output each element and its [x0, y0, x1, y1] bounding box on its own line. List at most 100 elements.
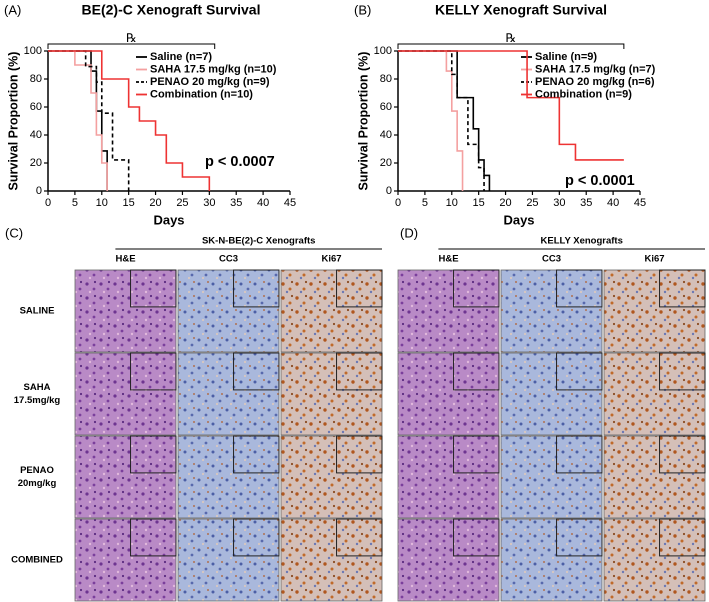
x-tick-label: 35 [580, 197, 592, 209]
x-tick-label: 10 [96, 197, 108, 209]
column-header: Ki67 [644, 254, 664, 265]
legend-label: Combination (n=9) [535, 88, 632, 100]
panel-label: (A) [4, 2, 21, 17]
micrograph [397, 352, 500, 436]
micrograph-inset [336, 269, 383, 308]
micrograph-inset [233, 352, 280, 391]
x-tick-label: 35 [230, 197, 242, 209]
column-header: H&E [438, 254, 458, 265]
group-title: SK-N-BE(2)-C Xenografts [202, 236, 315, 247]
column-header: CC3 [542, 254, 561, 265]
micrograph-inset [659, 269, 706, 308]
legend-label: PENAO 20 mg/kg (n=9) [150, 76, 270, 88]
micrograph-inset [336, 518, 383, 557]
y-axis-label: Survival Proportion (%) [6, 52, 20, 191]
survival-curve [48, 50, 130, 191]
y-tick-label: 60 [380, 101, 392, 113]
y-tick-label: 80 [380, 73, 392, 85]
column-header: H&E [115, 254, 135, 265]
column-header: CC3 [219, 254, 238, 265]
x-tick-label: 20 [149, 197, 161, 209]
survival-curve [398, 50, 491, 191]
group-title: KELLY Xenografts [541, 236, 623, 247]
survival-curve [48, 50, 108, 191]
panel-label: (C) [5, 225, 23, 240]
micrograph-inset [659, 435, 706, 474]
micrograph-inset [233, 435, 280, 474]
x-tick-label: 45 [634, 197, 646, 209]
treatment-label: ℞ [506, 31, 517, 45]
micrograph-inset [556, 352, 603, 391]
x-tick-label: 15 [123, 197, 135, 209]
x-tick-label: 0 [395, 197, 401, 209]
x-tick-label: 0 [45, 197, 51, 209]
survival-curve [398, 50, 624, 161]
legend-label: Combination (n=10) [150, 88, 253, 100]
legend-label: Saline (n=7) [150, 51, 212, 63]
y-tick-label: 100 [24, 45, 42, 57]
micrograph-inset [336, 435, 383, 474]
micrograph-inset [453, 435, 500, 474]
treatment-bracket [397, 43, 625, 49]
treatment-label: ℞ [126, 31, 137, 45]
x-tick-label: 20 [499, 197, 511, 209]
x-tick-label: 5 [422, 197, 428, 209]
y-tick-label: 40 [380, 129, 392, 141]
legend-label: PENAO 20 mg/kg (n=6) [535, 76, 655, 88]
legend-label: SAHA 17.5 mg/kg (n=10) [150, 63, 277, 75]
treatment-bracket [47, 43, 216, 49]
y-tick-label: 100 [374, 45, 392, 57]
row-label: PENAO [20, 465, 54, 476]
column-header: Ki67 [321, 254, 341, 265]
micrograph-inset [556, 269, 603, 308]
micrograph-inset [130, 352, 177, 391]
x-tick-label: 15 [473, 197, 485, 209]
survival-curve [48, 50, 211, 191]
chart-title: KELLY Xenograft Survival [435, 2, 607, 18]
x-tick-label: 40 [607, 197, 619, 209]
y-tick-label: 20 [30, 157, 42, 169]
micrograph-inset [659, 518, 706, 557]
x-tick-label: 25 [176, 197, 188, 209]
y-tick-label: 0 [36, 185, 42, 197]
row-label: SAHA [24, 382, 51, 393]
x-axis-label: Days [153, 212, 184, 227]
survival-curve [398, 50, 464, 191]
micrograph-inset [233, 518, 280, 557]
micrograph-inset [336, 352, 383, 391]
chart-title: BE(2)-C Xenograft Survival [82, 2, 261, 18]
y-tick-label: 20 [380, 157, 392, 169]
micrograph-inset [453, 518, 500, 557]
x-tick-label: 30 [203, 197, 215, 209]
p-value: p < 0.0001 [565, 173, 635, 189]
micrograph-inset [659, 352, 706, 391]
micrograph-inset [556, 435, 603, 474]
legend-label: SAHA 17.5 mg/kg (n=7) [535, 63, 656, 75]
x-tick-label: 25 [526, 197, 538, 209]
micrograph-inset [556, 518, 603, 557]
row-label: COMBINED [11, 555, 63, 566]
p-value: p < 0.0007 [205, 154, 275, 170]
x-axis-label: Days [503, 212, 534, 227]
y-tick-label: 80 [30, 73, 42, 85]
x-tick-label: 30 [553, 197, 565, 209]
micrograph-inset [233, 269, 280, 308]
panel-label: (D) [400, 225, 418, 240]
x-tick-label: 45 [284, 197, 296, 209]
micrograph-inset [130, 435, 177, 474]
micrograph-inset [453, 352, 500, 391]
panel-label: (B) [354, 2, 371, 17]
survival-curve [398, 50, 485, 191]
y-tick-label: 60 [30, 101, 42, 113]
row-label: 20mg/kg [18, 478, 57, 489]
legend-label: Saline (n=9) [535, 51, 597, 63]
y-tick-label: 0 [386, 185, 392, 197]
x-tick-label: 5 [72, 197, 78, 209]
y-axis-label: Survival Proportion (%) [356, 52, 370, 191]
y-tick-label: 40 [30, 129, 42, 141]
micrograph-inset [130, 518, 177, 557]
row-label: 17.5mg/kg [14, 395, 61, 406]
x-tick-label: 40 [257, 197, 269, 209]
micrograph-inset [130, 269, 177, 308]
